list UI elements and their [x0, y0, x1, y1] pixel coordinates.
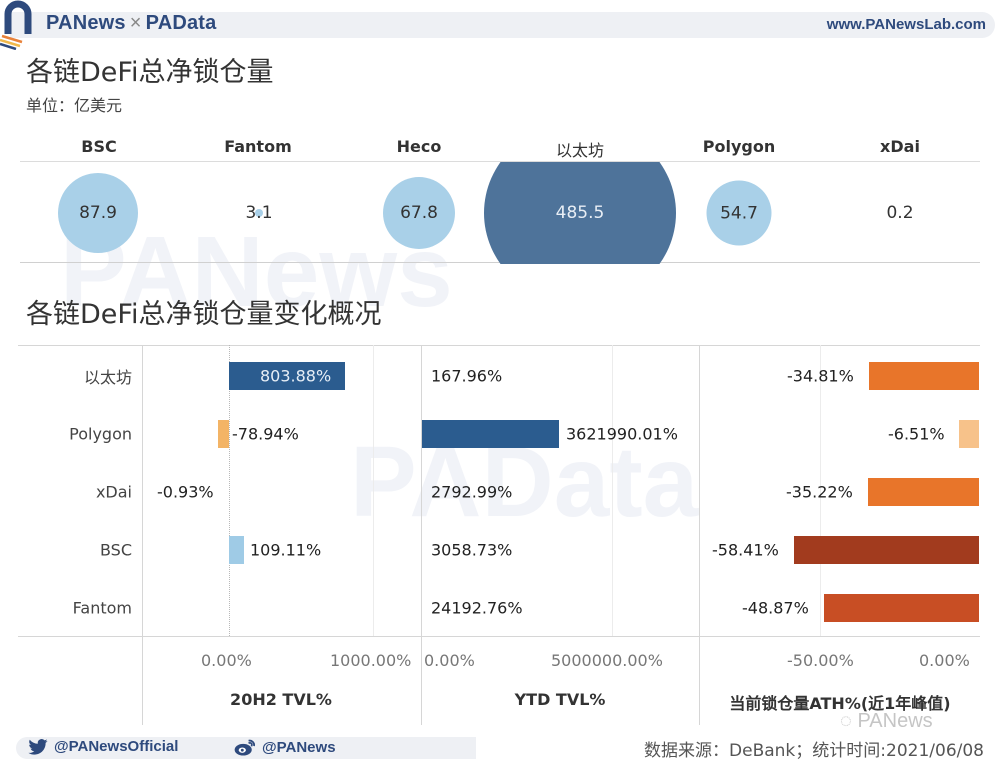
bar-ytd-polygon: [422, 420, 559, 448]
axis-title-20h2: 20H2 TVL%: [230, 690, 332, 709]
panel1-divider: [421, 345, 422, 725]
row-label-bsc: BSC: [99, 540, 132, 560]
label-ath-fantom: -48.87%: [742, 598, 809, 618]
bar-ath-fantom: [824, 594, 979, 622]
row-label-ethereum: 以太坊: [83, 368, 132, 387]
bubble-fantom: [255, 209, 263, 217]
bubble-value-xdai: 0.2: [886, 203, 914, 223]
weibo-handle-text: @PANews: [262, 738, 336, 756]
panel2-gridline: [612, 345, 613, 636]
grid-top-line: [18, 345, 980, 346]
wechat-watermark: ◌ PANews: [840, 710, 933, 732]
column-header-ethereum: 以太坊: [555, 141, 605, 160]
row-label-fantom: Fantom: [72, 598, 132, 618]
label-20h2-polygon: -78.94%: [232, 424, 299, 444]
tick-ath-neg50: -50.00%: [787, 651, 854, 670]
row-label-xdai: xDai: [95, 482, 132, 502]
twitter-handle-text: @PANewsOfficial: [54, 738, 179, 755]
label-20h2-xdai: -0.93%: [157, 482, 214, 502]
label-ytd-ethereum: 167.96%: [431, 366, 503, 386]
bar-ath-ethereum: [869, 362, 979, 390]
grid-bottom-line: [18, 636, 980, 637]
bubble-value-ethereum: 485.5: [555, 203, 605, 223]
bubble-polygon: 54.7: [706, 180, 772, 246]
bar-ath-bsc: [794, 536, 979, 564]
label-ath-ethereum: -34.81%: [787, 366, 854, 386]
twitter-icon: [28, 738, 48, 755]
bubble-bsc: 87.9: [58, 173, 138, 253]
bar-20h2-bsc: [229, 536, 244, 564]
bubble-heco: 67.8: [383, 177, 455, 249]
brand-separator: ×: [129, 12, 142, 34]
row-label-divider: [142, 345, 143, 725]
panel1-gridline: [373, 345, 374, 636]
tick-ytd-5000000: 5000000.00%: [551, 651, 663, 670]
row-label-polygon: Polygon: [69, 424, 132, 444]
bubble-value-bsc: 87.9: [79, 203, 117, 223]
tick-ath-0: 0.00%: [919, 651, 970, 670]
panews-logo-icon: [0, 0, 32, 50]
bar-20h2-polygon: [218, 420, 229, 448]
weibo-handle: @PANews: [234, 738, 336, 756]
label-ytd-bsc: 3058.73%: [431, 540, 513, 560]
site-url: www.PANewsLab.com: [826, 16, 986, 33]
label-ytd-xdai: 2792.99%: [431, 482, 513, 502]
label-ath-xdai: -35.22%: [786, 482, 853, 502]
label-ytd-fantom: 24192.76%: [431, 598, 523, 618]
label-ytd-polygon: 3621990.01%: [566, 424, 678, 444]
tick-20h2-1000: 1000.00%: [330, 651, 412, 670]
twitter-handle: @PANewsOfficial: [28, 738, 178, 755]
column-header-fantom: Fantom: [224, 137, 292, 156]
data-source: 数据来源：DeBank；统计时间:2021/06/08: [644, 741, 984, 761]
bubble-value-polygon: 54.7: [720, 203, 758, 223]
tick-ytd-0: 0.00%: [424, 651, 475, 670]
section2-title: 各链DeFi总净锁仓量变化概况: [26, 299, 382, 330]
column-header-xdai: xDai: [880, 137, 920, 156]
column-header-polygon: Polygon: [702, 137, 776, 156]
axis-title-ath: 当前锁仓量ATH%(近1年峰值): [729, 694, 951, 713]
bubble-value-heco: 67.8: [400, 203, 438, 223]
unit-label: 单位：亿美元: [26, 96, 123, 115]
wechat-watermark-text: PANews: [857, 710, 933, 732]
column-header-heco: Heco: [396, 137, 442, 156]
label-20h2-ethereum: 803.88%: [260, 366, 332, 386]
panel2-divider: [699, 345, 700, 725]
label-ath-bsc: -58.41%: [712, 540, 779, 560]
axis-title-ytd: YTD TVL%: [514, 690, 606, 709]
brand-title: PANews × PAData: [46, 12, 217, 35]
bar-ath-polygon: [959, 420, 979, 448]
brand-padata: PAData: [145, 12, 217, 34]
brand-panews: PANews: [46, 12, 126, 34]
label-ath-polygon: -6.51%: [888, 424, 945, 444]
bubble-ethereum: 485.5: [484, 162, 676, 264]
bubble-header-divider: [20, 161, 980, 162]
panel3-gridline: [820, 345, 821, 636]
panel1-zero-line: [229, 345, 230, 636]
column-header-bsc: BSC: [81, 137, 117, 156]
label-20h2-bsc: 109.11%: [250, 540, 322, 560]
bubble-value-fantom: 3.1: [245, 203, 273, 223]
tick-20h2-0: 0.00%: [201, 651, 252, 670]
section1-title: 各链DeFi总净锁仓量: [26, 57, 274, 88]
header-bar: [10, 12, 995, 38]
bar-ath-xdai: [868, 478, 979, 506]
bar-20h2-ethereum: [229, 362, 345, 390]
weibo-icon: [234, 739, 255, 756]
